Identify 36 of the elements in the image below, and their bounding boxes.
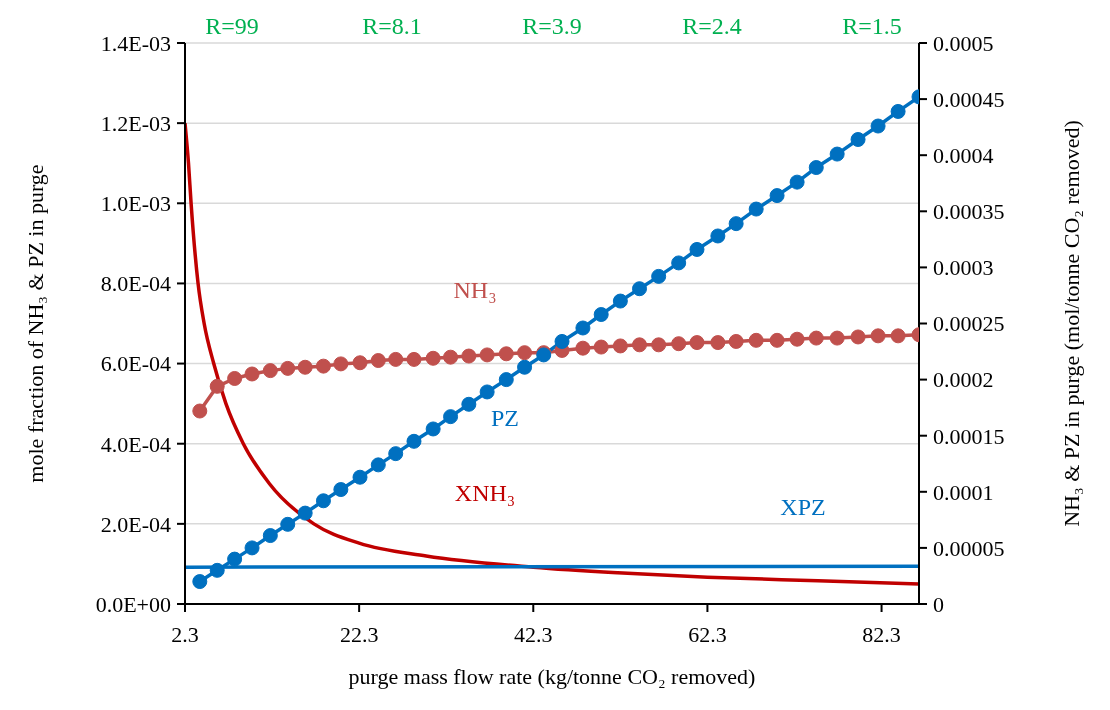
y-tick-label: 2.0E-04 [100,511,171,537]
y-tick-label: 1.0E-03 [100,191,171,217]
y-tick-label: 0.0E+00 [95,591,171,617]
y2-tick-label: 0.00025 [933,311,1005,337]
y2-tick-label: 0.0005 [933,30,994,56]
y2-tick-label: 0.00005 [933,535,1005,561]
y2-tick-label: 0.0003 [933,255,994,281]
x-tick-label: 82.3 [862,621,901,647]
x-tick-label: 62.3 [688,621,727,647]
y-tick-label: 4.0E-04 [100,431,171,457]
x-tick-label: 22.3 [339,621,379,647]
y2-axis-title: NH₃ & PZ in purge (mol/tonne CO₂ removed) [1059,120,1085,527]
y2-tick-label: 0 [933,591,944,617]
text: R=2.4 [682,12,742,40]
series-label: NH₃ [453,276,497,304]
text: R=8.1 [362,12,422,40]
y2-tick-label: 0.0001 [933,479,994,505]
x-tick-label: 2.3 [171,621,199,647]
y2-tick-label: 0.0004 [933,143,994,169]
y2-tick-label: 0.00045 [933,86,1005,112]
text: R=99 [205,12,259,40]
y-tick-label: 1.4E-03 [100,30,171,56]
y-axis-title: mole fraction of NH₃ & PZ in purge [23,164,49,483]
x-axis-title: purge mass flow rate (kg/tonne CO₂ removed) [348,664,756,689]
y2-tick-label: 0.00035 [933,199,1005,225]
series-label: XPZ [780,493,826,521]
text: R=1.5 [842,12,902,40]
y2-tick-label: 0.0002 [933,367,994,393]
series-label: PZ [490,404,520,432]
y2-tick-label: 0.00015 [933,423,1005,449]
y-tick-label: 1.2E-03 [100,110,171,136]
y-tick-label: 6.0E-04 [100,351,171,377]
text: XNH₃ [454,479,516,507]
x-tick-label: 42.3 [514,621,553,647]
text: R=3.9 [522,12,582,40]
y-tick-label: 8.0E-04 [100,271,171,297]
